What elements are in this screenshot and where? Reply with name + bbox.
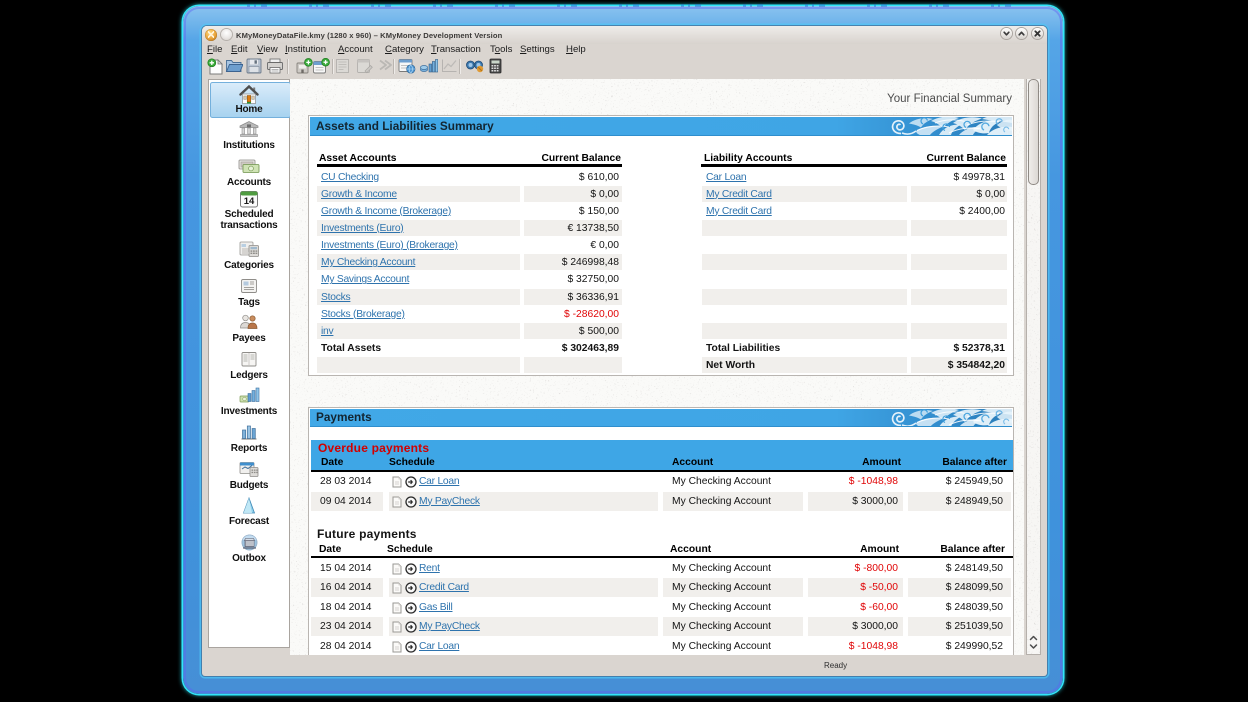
svg-text:14: 14 [244,196,255,207]
